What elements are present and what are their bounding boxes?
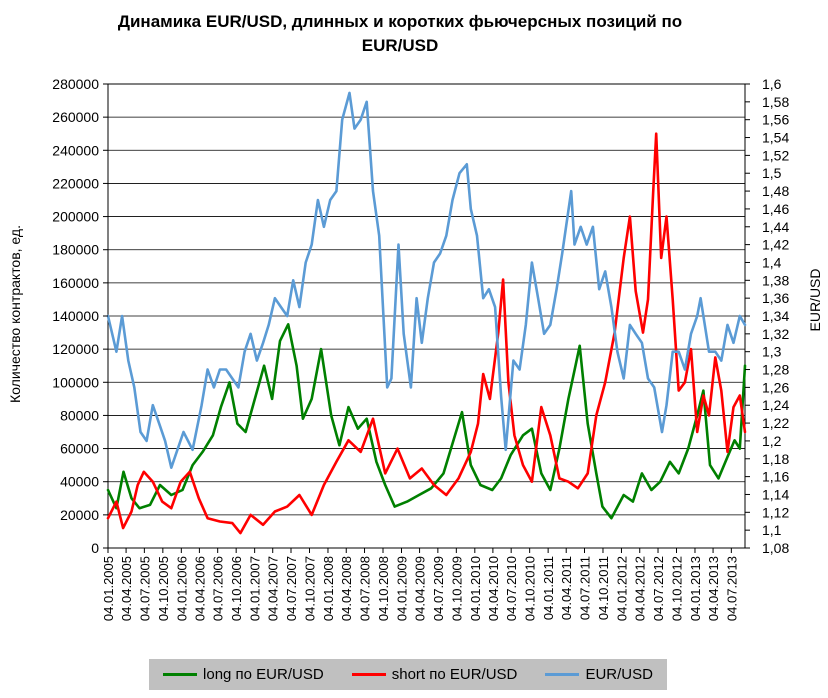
legend-label-eurusd: EUR/USD [585,666,653,683]
legend: long по EUR/USD short по EUR/USD EUR/USD [149,659,667,690]
x-tick-label: 04.01.2007 [248,556,263,621]
y-left-tick-label: 180000 [52,242,99,258]
x-tick-label: 04.01.2008 [321,556,336,621]
y-right-tick-label: 1,3 [762,344,782,360]
x-tick-label: 04.04.2010 [486,556,501,621]
y-left-tick-label: 200000 [52,209,99,225]
grid-layer [108,116,745,516]
y-left-tick-label: 240000 [52,142,99,158]
legend-label-long: long по EUR/USD [203,666,324,683]
y-right-tick-label: 1,5 [762,165,782,181]
y-right-tick-label: 1,42 [762,237,789,253]
x-tick-label: 04.07.2007 [284,556,299,621]
x-tick-label: 04.01.2009 [394,556,409,621]
chart-title: Динамика EUR/USD, длинных и коротких фью… [117,12,683,55]
y-right-tick-label: 1,22 [762,415,789,431]
y-left-tick-label: 80000 [60,407,99,423]
y-right-tick-label: 1,16 [762,469,789,485]
x-tick-label: 04.07.2008 [358,556,373,621]
y-right-tick-label: 1,26 [762,379,789,395]
y-right-tick-label: 1,28 [762,362,789,378]
y-left-tick-label: 60000 [60,441,99,457]
y-left-tick-label: 140000 [52,308,99,324]
y-right-tick-label: 1,48 [762,183,789,199]
axis-layer: 0 20000 40000 60000 80000 100000 120000 140000 1… [52,76,789,621]
x-tick-label: 04.01.2012 [614,556,629,621]
y-right-tick-label: 1,1 [762,522,782,538]
x-tick-label: 04.07.2011 [577,556,592,620]
x-tick-label: 04.04.2011 [559,556,574,620]
y-left-tick-label: 0 [91,540,99,556]
y-left-tick-label: 40000 [60,474,99,490]
x-tick-label: 04.07.2009 [431,556,446,621]
y-right-tick-label: 1,46 [762,201,789,217]
x-tick-label: 04.01.2013 [688,556,703,621]
x-tick-label: 04.04.2006 [192,556,207,621]
y-right-tick-label: 1,6 [762,76,782,92]
x-tick-label: 04.04.2013 [706,556,721,621]
y-right-tick-label: 1,38 [762,272,789,288]
series-line-eurusd [106,91,747,470]
y-left-tick-label: 260000 [52,109,99,125]
x-tick-label: 04.07.2010 [504,556,519,621]
y-left-tick-label: 20000 [60,507,99,523]
x-tick-label: 04.04.2012 [633,556,648,621]
y-right-tick-label: 1,4 [762,254,782,270]
x-tick-label: 04.10.2005 [156,556,171,621]
series-line-short [106,132,747,535]
x-tick-label: 04.07.2006 [211,556,226,621]
y-right-tick-label: 1,14 [762,486,789,502]
x-tick-label: 04.10.2012 [669,556,684,621]
x-tick-label: 04.07.2013 [724,556,739,621]
y-axis-left-title: Количество контрактов, ед. [7,225,23,403]
y-right-tick-label: 1,58 [762,94,789,110]
x-tick-label: 04.04.2008 [339,556,354,621]
x-tick-label: 04.01.2006 [174,556,189,621]
y-left-tick-label: 100000 [52,374,99,390]
x-tick-label: 04.01.2011 [541,556,556,620]
y-left-tick-label: 220000 [52,175,99,191]
y-right-tick-label: 1,08 [762,540,789,556]
x-tick-label: 04.04.2009 [413,556,428,621]
y-right-tick-label: 1,44 [762,219,789,235]
x-tick-label: 04.10.2007 [302,556,317,621]
legend-item-long: long по EUR/USD [163,666,324,683]
legend-swatch-short [351,673,386,676]
y-right-tick-label: 1,18 [762,451,789,467]
legend-item-short: short по EUR/USD [351,666,518,683]
x-tick-label: 04.07.2012 [651,556,666,621]
x-tick-label: 04.10.2006 [229,556,244,621]
y-right-tick-label: 1,56 [762,112,789,128]
legend-swatch-long [163,673,198,676]
legend-swatch-eurusd [545,673,580,676]
x-tick-label: 04.10.2008 [376,556,391,621]
y-right-tick-label: 1,54 [762,130,789,146]
y-right-tick-label: 1,24 [762,397,789,413]
y-right-tick-label: 1,2 [762,433,782,449]
x-tick-label: 04.10.2010 [523,556,538,621]
y-right-tick-label: 1,36 [762,290,789,306]
y-axis-right-title: EUR/USD [807,268,823,331]
legend-label-short: short по EUR/USD [391,666,518,683]
y-left-tick-label: 280000 [52,76,99,92]
x-tick-label: 04.01.2005 [101,556,116,621]
y-right-tick-label: 1,32 [762,326,789,342]
x-tick-label: 04.01.2010 [468,556,483,621]
x-tick-label: 04.04.2005 [119,556,134,621]
legend-item-eurusd: EUR/USD [545,666,653,683]
x-tick-label: 04.04.2007 [266,556,281,621]
series-line-long [106,322,747,520]
x-tick-label: 04.10.2011 [596,556,611,620]
series-layer [106,91,747,535]
y-left-tick-label: 160000 [52,275,99,291]
y-left-tick-label: 120000 [52,341,99,357]
y-right-tick-label: 1,12 [762,504,789,520]
y-right-tick-label: 1,52 [762,147,789,163]
y-right-tick-label: 1,34 [762,308,789,324]
x-tick-label: 04.10.2009 [449,556,464,621]
x-tick-label: 04.07.2005 [137,556,152,621]
